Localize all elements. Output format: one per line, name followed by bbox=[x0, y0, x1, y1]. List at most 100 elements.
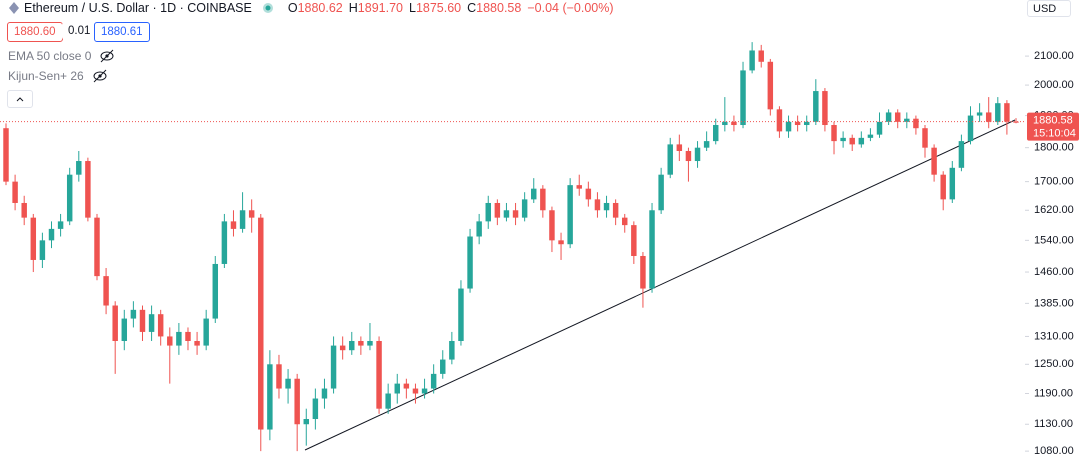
candle-body bbox=[485, 202, 491, 222]
ohlc-value: 1875.60 bbox=[415, 1, 462, 15]
candle-body bbox=[985, 112, 992, 122]
indicator-label[interactable]: EMA 50 close 0 bbox=[8, 49, 92, 63]
candle-body bbox=[239, 210, 246, 229]
candle-body bbox=[194, 340, 200, 346]
y-tick-label: 1620.00 bbox=[1034, 204, 1074, 216]
candle-body bbox=[694, 147, 701, 162]
candle-body bbox=[48, 228, 55, 241]
candle-body bbox=[440, 359, 446, 374]
candle-body bbox=[558, 240, 564, 245]
candle-body bbox=[358, 340, 364, 346]
candle-body bbox=[103, 276, 109, 306]
candle-body bbox=[521, 199, 528, 218]
candle-body bbox=[349, 340, 355, 351]
y-tick-label: 1130.00 bbox=[1034, 418, 1073, 430]
change: −0.04 (−0.00%) bbox=[527, 1, 614, 15]
candle-body bbox=[658, 174, 664, 211]
candle-body bbox=[922, 128, 928, 148]
candle-body bbox=[876, 121, 883, 135]
candle-body bbox=[330, 345, 337, 389]
candle-body bbox=[785, 121, 792, 132]
candle-body bbox=[121, 318, 128, 341]
candle-body bbox=[321, 388, 328, 399]
trend-line bbox=[304, 119, 1016, 451]
indicator-row: EMA 50 close 0 bbox=[8, 49, 115, 63]
candle-body bbox=[831, 125, 837, 142]
candle-body bbox=[822, 91, 828, 126]
candle-body bbox=[412, 388, 419, 394]
candle-body bbox=[494, 202, 501, 218]
candle-body bbox=[1004, 103, 1010, 122]
spread: 0.01 bbox=[62, 22, 97, 40]
candle-body bbox=[858, 137, 865, 145]
candle-body bbox=[631, 225, 637, 256]
candle-body bbox=[713, 125, 719, 142]
candle-body bbox=[367, 340, 373, 346]
last-price-label: 1880.58 bbox=[1033, 115, 1073, 127]
candle-body bbox=[803, 121, 810, 126]
y-tick-label: 2000.00 bbox=[1034, 79, 1074, 91]
candle-body bbox=[958, 141, 965, 168]
indicator-label[interactable]: Kijun-Sen+ 26 bbox=[8, 69, 84, 83]
candle-body bbox=[767, 61, 774, 110]
candle-body bbox=[421, 388, 428, 394]
symbol-title[interactable]: Ethereum / U.S. Dollar · 1D · COINBASE bbox=[24, 1, 252, 15]
buy-button[interactable]: 1880.61 bbox=[94, 22, 150, 42]
ohlc-letter: C bbox=[467, 1, 477, 15]
candle-body bbox=[449, 340, 455, 360]
candle-body bbox=[840, 137, 846, 142]
y-tick-label: 1700.00 bbox=[1034, 176, 1074, 188]
y-tick-label: 1310.00 bbox=[1034, 330, 1074, 342]
candle-body bbox=[967, 115, 974, 142]
sell-button[interactable]: 1880.60 bbox=[7, 22, 63, 42]
candle-body bbox=[531, 188, 537, 200]
candle-body bbox=[376, 340, 382, 409]
candle-body bbox=[703, 141, 710, 148]
candle-body bbox=[130, 309, 137, 319]
candle-body bbox=[467, 236, 473, 289]
candle-body bbox=[248, 210, 255, 218]
header: Ethereum / U.S. Dollar · 1D · COINBASE O… bbox=[8, 1, 620, 15]
hidden-eye-icon[interactable] bbox=[92, 69, 108, 83]
candle-body bbox=[567, 185, 573, 245]
chevron-icon bbox=[16, 97, 24, 102]
candle-body bbox=[976, 112, 983, 116]
candle-body bbox=[603, 202, 610, 211]
candle-body bbox=[749, 50, 755, 71]
candle-body bbox=[594, 199, 601, 211]
ohlc-letter: H bbox=[348, 1, 358, 15]
candle-body bbox=[612, 202, 619, 218]
candle-body bbox=[94, 217, 100, 277]
candle-body bbox=[913, 118, 919, 129]
collapse-button[interactable] bbox=[7, 90, 33, 108]
candle-body bbox=[85, 161, 91, 218]
candle-body bbox=[230, 221, 237, 229]
candle-body bbox=[667, 144, 673, 175]
candle-body bbox=[940, 174, 946, 200]
y-tick-label: 1800.00 bbox=[1034, 142, 1074, 154]
candle-body bbox=[794, 121, 801, 126]
candle-body bbox=[931, 147, 937, 175]
currency-button[interactable]: USD bbox=[1027, 0, 1071, 17]
candle-body bbox=[540, 188, 546, 211]
candle-body bbox=[885, 112, 892, 122]
candle-body bbox=[276, 364, 282, 389]
candle-body bbox=[894, 112, 901, 122]
hidden-eye-icon[interactable] bbox=[99, 49, 115, 63]
candle-body bbox=[148, 314, 155, 332]
candle-body bbox=[112, 305, 118, 341]
indicator-row: Kijun-Sen+ 26 bbox=[8, 69, 108, 83]
candle-body bbox=[813, 91, 819, 122]
candle-body bbox=[285, 378, 291, 389]
candle-body bbox=[640, 255, 646, 289]
candle-body bbox=[21, 202, 27, 218]
candle-body bbox=[849, 137, 855, 145]
candle-body bbox=[676, 144, 683, 151]
candle-body bbox=[385, 393, 391, 409]
candle-body bbox=[312, 398, 319, 420]
candle-body bbox=[57, 221, 64, 229]
candle-body bbox=[185, 331, 191, 341]
market-status[interactable] bbox=[262, 2, 274, 14]
ohlc-letter: O bbox=[287, 1, 298, 15]
